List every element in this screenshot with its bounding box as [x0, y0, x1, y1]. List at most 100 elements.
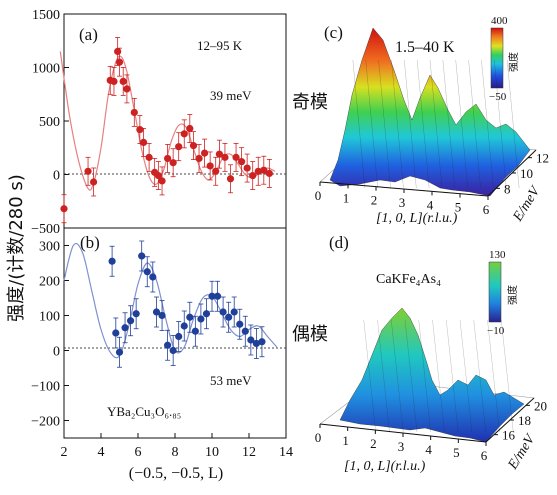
c-xtick-label: 0: [315, 188, 322, 203]
d-ytick-label: 16: [502, 428, 516, 443]
b-data-point: [143, 268, 151, 276]
b-ytick-label: 100: [39, 310, 60, 325]
panel-a-frame: [63, 13, 287, 229]
panel-c-colorbar-max: 400: [491, 15, 508, 27]
b-xtick-label: 14: [279, 445, 293, 460]
mesh-line: [391, 59, 404, 189]
b-data-point: [149, 273, 157, 281]
a-ytick-label: 1500: [32, 8, 60, 23]
a-data-point: [175, 143, 183, 151]
b-ytick-label: 0: [53, 345, 60, 360]
mesh-line: [481, 59, 494, 189]
panel-d-colorbar: [488, 261, 502, 323]
mesh-line: [363, 319, 376, 433]
b-data-point: [213, 292, 222, 300]
panel-b-compound: YBa₂Cu₃O₆.₈₅: [107, 404, 181, 419]
mesh-line: [352, 59, 366, 189]
b-data-point: [247, 336, 255, 344]
b-xtick-label: 8: [172, 445, 179, 460]
b-data-point: [127, 317, 135, 325]
panel-c-colorbar-label: 强度: [507, 52, 520, 72]
a-data-point: [221, 153, 229, 161]
mesh-line: [391, 319, 404, 433]
a-data-point: [180, 130, 188, 138]
c-ytick-label: 8: [504, 181, 511, 196]
panel-c-y-label: E/meV: [510, 183, 544, 225]
a-data-point: [254, 167, 262, 175]
a-data-point: [226, 175, 235, 183]
a-data-point: [114, 47, 122, 56]
panel-c-colorbar: [490, 27, 504, 89]
panel-c-label: (c): [324, 23, 343, 42]
mesh-line: [418, 319, 431, 433]
c-xtick-label: 6: [483, 202, 490, 217]
b-data-point: [180, 322, 188, 330]
b-data-point: [108, 257, 116, 265]
panel-b-y-ticks: −200 −100 0 100 200 300: [31, 240, 69, 430]
c-xtick-label: 2: [371, 193, 378, 208]
a-ytick-label: 1000: [32, 62, 60, 77]
b-data-point: [208, 292, 216, 300]
b-xtick-label: 10: [205, 445, 219, 460]
mesh-line: [473, 319, 486, 433]
b-data-point: [202, 310, 211, 318]
a-data-point: [265, 169, 273, 178]
b-data-point: [236, 320, 244, 328]
a-data-point: [215, 150, 223, 158]
panel-c-surface: [329, 27, 531, 197]
a-data-point: [123, 85, 131, 93]
panel-d-mode-label: 偶模: [292, 324, 328, 345]
a-data-point: [201, 149, 209, 157]
b-xtick-label: 6: [135, 445, 142, 460]
a-data-point: [249, 171, 257, 180]
d-xtick-label: 3: [398, 439, 405, 454]
c-ytick-label: 12: [536, 151, 549, 166]
a-data-point: [84, 167, 92, 175]
b-data-point: [241, 327, 249, 335]
panel-c-x-label: [1, 0, L](r.l.u.): [376, 211, 458, 226]
panel-d-x-label: [1, 0, L](r.l.u.): [344, 459, 426, 474]
mesh-line: [442, 59, 456, 189]
mesh-line: [429, 59, 443, 189]
a-data-point: [195, 154, 203, 163]
b-data-point: [219, 308, 227, 316]
panel-b-energy: 53 meV: [210, 373, 252, 388]
panel-d-colorbar-min: −10: [487, 325, 505, 337]
panel-d-x-ticks: 0 1 2 3 4 5 6: [315, 424, 488, 463]
d-xtick-label: 0: [315, 430, 322, 445]
b-xtick-label: 4: [98, 445, 105, 460]
a-data-point: [139, 138, 148, 146]
a-ytick-label: 0: [53, 169, 60, 184]
mesh-line: [404, 319, 418, 433]
panel-a-energy: 39 meV: [210, 88, 252, 103]
b-ytick-label: −100: [31, 380, 60, 395]
a-data-point: [243, 164, 251, 172]
b-data-point: [186, 313, 194, 321]
panel-c-x-ticks: 0 1 2 3 4 5 6: [315, 182, 490, 217]
b-data-point: [115, 348, 124, 356]
d-xtick-label: 4: [425, 442, 432, 457]
a-data-point: [60, 205, 68, 213]
mesh-line: [377, 319, 390, 433]
panel-d: (d) CaKFe₄As₄ 偶模 130 −10 强度 0 1 2 3 4 5 6 1618…: [292, 233, 547, 474]
d-xtick-label: 6: [481, 448, 488, 463]
c-ytick-label: 10: [520, 166, 533, 181]
a-data-point: [238, 158, 246, 166]
mesh-line: [487, 319, 500, 433]
panel-c-temperature: 1.5–40 K: [395, 39, 455, 56]
a-data-point: [136, 125, 144, 134]
a-data-point: [145, 153, 153, 161]
c-xtick-label: 1: [343, 190, 350, 205]
b-ytick-label: 300: [39, 240, 60, 255]
b-data-point: [175, 332, 183, 341]
d-xtick-label: 5: [453, 445, 460, 460]
panel-d-surface: [339, 307, 525, 443]
panel-b-fit-curve: [63, 242, 278, 359]
mesh-line: [432, 319, 445, 433]
a-data-point: [115, 58, 124, 66]
b-data-point: [152, 308, 161, 316]
panel-a-temperature: 12–95 K: [197, 38, 243, 53]
a-data-point: [186, 124, 194, 133]
y-axis-label: 强度/(计数/280 s): [6, 174, 27, 322]
